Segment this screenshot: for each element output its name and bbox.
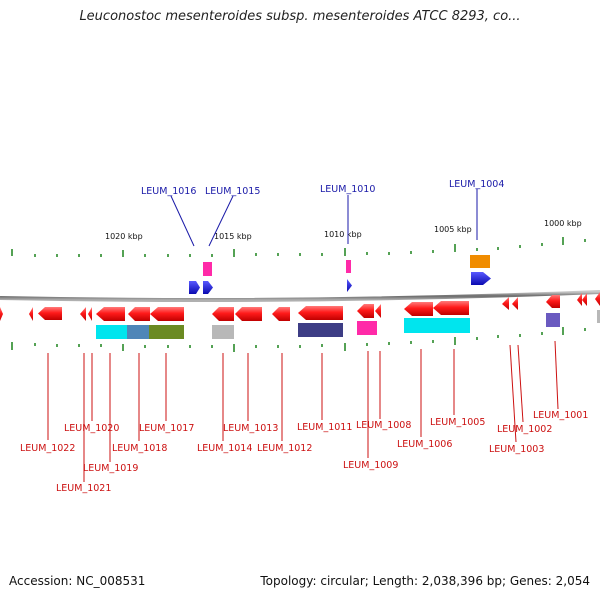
feature-box bbox=[404, 318, 470, 333]
feature-box bbox=[546, 313, 560, 327]
gene-leum-1022[interactable] bbox=[38, 307, 62, 320]
accession-text: Accession: NC_008531 bbox=[9, 574, 146, 588]
gene-leum-1008[interactable] bbox=[375, 304, 381, 318]
label-leum-1011[interactable]: LEUM_1011 bbox=[297, 422, 352, 433]
forward-genes bbox=[189, 272, 491, 294]
label-leum-1021[interactable]: LEUM_1021 bbox=[56, 483, 111, 494]
gene-arrow[interactable] bbox=[595, 292, 600, 306]
feature-box bbox=[127, 325, 149, 339]
label-leum-1005[interactable]: LEUM_1005 bbox=[430, 417, 485, 428]
gene-leum-1003[interactable] bbox=[502, 297, 509, 310]
gene-leum-1012[interactable] bbox=[272, 307, 290, 321]
bottom-leader-lines bbox=[47, 340, 559, 482]
gene-leum-1016[interactable] bbox=[189, 281, 200, 294]
feature-box bbox=[470, 255, 490, 268]
gene-leum-1018[interactable] bbox=[128, 307, 150, 321]
feature-box bbox=[149, 325, 184, 339]
gene-arrow[interactable] bbox=[582, 293, 587, 306]
label-leum-1006[interactable]: LEUM_1006 bbox=[397, 439, 452, 450]
reverse-genes bbox=[0, 292, 600, 321]
label-leum-1017[interactable]: LEUM_1017 bbox=[139, 423, 194, 434]
feature-box bbox=[597, 310, 600, 323]
lower-tick-row bbox=[11, 327, 586, 352]
reverse-features bbox=[96, 310, 600, 339]
gene-leum-1017[interactable] bbox=[150, 307, 184, 321]
gene-leum-1022[interactable] bbox=[29, 307, 33, 321]
top-gene-labels: LEUM_1016 LEUM_1015 LEUM_1010 LEUM_1004 bbox=[141, 179, 504, 197]
gene-leum-1004[interactable] bbox=[471, 272, 491, 285]
label-leum-1003[interactable]: LEUM_1003 bbox=[489, 444, 544, 455]
gene-leum-1009[interactable] bbox=[357, 304, 374, 318]
gene-leum-1005[interactable] bbox=[433, 301, 469, 315]
scale-label-1015: 1015 kbp bbox=[214, 232, 252, 241]
genome-summary-text: Topology: circular; Length: 2,038,396 bp… bbox=[260, 574, 590, 588]
feature-box bbox=[203, 262, 212, 276]
feature-box bbox=[357, 321, 377, 335]
label-leum-1020[interactable]: LEUM_1020 bbox=[64, 423, 119, 434]
top-leader-lines bbox=[170, 189, 478, 247]
scale-label-1020: 1020 kbp bbox=[105, 232, 143, 241]
gene-leum-1014[interactable] bbox=[212, 307, 234, 321]
feature-box bbox=[212, 325, 234, 339]
feature-box bbox=[96, 325, 127, 339]
genome-title: Leuconostoc mesenteroides subsp. mesente… bbox=[79, 9, 521, 24]
label-leum-1008[interactable]: LEUM_1008 bbox=[356, 420, 411, 431]
bottom-gene-labels: LEUM_1022 LEUM_1021 LEUM_1020 LEUM_1019 … bbox=[20, 410, 588, 494]
chromosome-backbone bbox=[0, 290, 600, 302]
label-leum-1013[interactable]: LEUM_1013 bbox=[223, 423, 278, 434]
label-leum-1022[interactable]: LEUM_1022 bbox=[20, 443, 75, 454]
label-leum-1012[interactable]: LEUM_1012 bbox=[257, 443, 312, 454]
label-leum-1014[interactable]: LEUM_1014 bbox=[197, 443, 252, 454]
feature-box bbox=[298, 323, 343, 337]
gene-leum-1021[interactable] bbox=[80, 307, 86, 321]
gene-leum-1010[interactable] bbox=[347, 279, 352, 292]
gene-leum-1013[interactable] bbox=[235, 307, 262, 321]
label-leum-1010[interactable]: LEUM_1010 bbox=[320, 184, 375, 195]
gene-arrow[interactable] bbox=[0, 307, 3, 321]
scale-label-1005: 1005 kbp bbox=[434, 225, 472, 234]
scale-labels: 1020 kbp 1015 kbp 1010 kbp 1005 kbp 1000… bbox=[105, 219, 582, 241]
label-leum-1009[interactable]: LEUM_1009 bbox=[343, 460, 398, 471]
gene-leum-1015[interactable] bbox=[203, 281, 213, 294]
gene-leum-1019[interactable] bbox=[96, 307, 125, 321]
gene-leum-1002[interactable] bbox=[512, 297, 518, 310]
label-leum-1004[interactable]: LEUM_1004 bbox=[449, 179, 504, 190]
label-leum-1019[interactable]: LEUM_1019 bbox=[83, 463, 138, 474]
gene-leum-1001[interactable] bbox=[546, 295, 560, 308]
upper-tick-row bbox=[11, 237, 586, 257]
gene-leum-1011[interactable] bbox=[298, 306, 343, 320]
forward-features bbox=[203, 255, 490, 276]
label-leum-1016[interactable]: LEUM_1016 bbox=[141, 186, 196, 197]
label-leum-1018[interactable]: LEUM_1018 bbox=[112, 443, 167, 454]
scale-label-1010: 1010 kbp bbox=[324, 230, 362, 239]
scale-label-1000: 1000 kbp bbox=[544, 219, 582, 228]
label-leum-1015[interactable]: LEUM_1015 bbox=[205, 186, 260, 197]
gene-arrow[interactable] bbox=[577, 293, 582, 306]
feature-box bbox=[346, 260, 351, 273]
label-leum-1001[interactable]: LEUM_1001 bbox=[533, 410, 588, 421]
label-leum-1002[interactable]: LEUM_1002 bbox=[497, 424, 552, 435]
gene-leum-1020[interactable] bbox=[88, 307, 92, 321]
gene-leum-1006[interactable] bbox=[404, 302, 433, 316]
